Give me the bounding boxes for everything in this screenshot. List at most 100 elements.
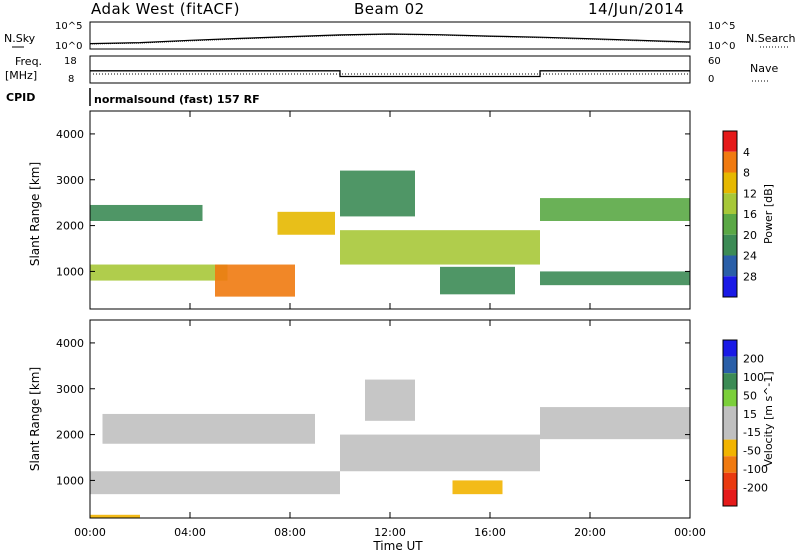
- velocity-panel: 1000 2000 3000 4000 Slant Range [km] 200 100…: [28, 319, 775, 519]
- colorbar-segment: [723, 193, 737, 214]
- noise-tick-bottom-right: 10^0: [708, 41, 735, 52]
- data-region: [90, 471, 340, 495]
- power-colorbar: 4 8 12 16 20 24 28: [722, 130, 757, 298]
- nave-tick-bottom: 0: [708, 74, 714, 85]
- colorbar-tick-label: 20: [743, 229, 757, 242]
- colorbar-segment: [723, 234, 737, 256]
- frequency-line: [90, 70, 690, 78]
- power-y-ticks: 1000 2000 3000 4000: [56, 128, 690, 278]
- colorbar-frame: [722, 130, 738, 298]
- date-title: 14/Jun/2014: [588, 0, 685, 18]
- colorbar-tick-label: -200: [743, 482, 768, 495]
- colorbar-tick-label: 15: [743, 408, 757, 421]
- velocity-ylabel: Slant Range [km]: [28, 367, 42, 471]
- y-tick-label: 1000: [56, 265, 84, 278]
- colorbar-segment: [723, 489, 737, 506]
- colorbar-segment: [723, 373, 737, 390]
- time-tick-label: 00:00: [74, 526, 106, 539]
- freq-label-line2: [MHz]: [5, 69, 37, 82]
- power-data-layer: [90, 170, 690, 297]
- time-axis-labels: 00:00 04:00 08:00 12:00 16:00 20:00 00:00: [74, 526, 706, 539]
- power-panel: 1000 2000 3000 4000 Slant Range [km] 4 8 12 16…: [28, 110, 775, 310]
- colorbar-segment: [723, 214, 737, 235]
- power-ylabel: Slant Range [km]: [28, 162, 42, 266]
- colorbar-tick-label: 4: [743, 146, 750, 159]
- data-region: [215, 264, 295, 297]
- noise-tick-bottom-left: 10^0: [55, 41, 82, 52]
- xlabel: Time UT: [372, 539, 423, 553]
- data-region: [90, 264, 228, 281]
- velocity-x-ticks: [89, 320, 691, 518]
- colorbar-segment: [723, 356, 737, 374]
- time-tick-label: 00:00: [674, 526, 706, 539]
- data-region: [90, 204, 203, 221]
- noise-tick-top-left: 10^5: [55, 21, 82, 32]
- cpid-value: normalsound (fast) 157 RF: [94, 93, 260, 106]
- colorbar-tick-label: 50: [743, 389, 757, 402]
- time-tick-label: 16:00: [474, 526, 506, 539]
- colorbar-tick-label: 100: [743, 371, 764, 384]
- data-region: [340, 170, 415, 217]
- colorbar-segment: [723, 439, 737, 457]
- nsky-label: N.Sky: [4, 32, 36, 45]
- data-region: [540, 198, 690, 221]
- frequency-panel: Freq. [MHz] 18 8 60 0 Nave: [5, 55, 778, 85]
- time-tick-label: 04:00: [174, 526, 206, 539]
- velocity-y-ticks: 1000 2000 3000 4000: [56, 337, 690, 487]
- data-region: [540, 271, 690, 286]
- time-tick-label: 20:00: [574, 526, 606, 539]
- data-region: [540, 407, 690, 440]
- nave-tick-top: 60: [708, 56, 721, 67]
- colorbar-tick-label: 8: [743, 167, 750, 180]
- colorbar-frame: [722, 339, 738, 507]
- beam-title: Beam 02: [354, 0, 425, 18]
- colorbar-segment: [723, 340, 737, 357]
- freq-tick-bottom: 8: [68, 74, 74, 85]
- noise-search-line: [89, 34, 691, 45]
- velocity-colorbar: 200 100 50 15 -15 -50 -100 -200: [722, 339, 768, 507]
- data-region: [365, 379, 415, 421]
- data-region: [452, 480, 503, 495]
- y-tick-label: 3000: [56, 174, 84, 187]
- colorbar-segment: [723, 406, 737, 423]
- colorbar-tick-label: 24: [743, 250, 757, 263]
- power-cbar-label: Power [dB]: [762, 184, 775, 244]
- colorbar-segment: [723, 423, 737, 440]
- y-tick-label: 4000: [56, 337, 84, 350]
- time-tick-label: 08:00: [274, 526, 306, 539]
- y-tick-label: 4000: [56, 128, 84, 141]
- freq-tick-top: 18: [64, 56, 77, 67]
- colorbar-tick-label: 16: [743, 208, 757, 221]
- noise-sky-line: [89, 33, 691, 45]
- data-region: [90, 514, 140, 518]
- y-tick-label: 2000: [56, 429, 84, 442]
- data-region: [277, 211, 335, 235]
- colorbar-tick-label: -50: [743, 445, 761, 458]
- station-title: Adak West (fitACF): [91, 0, 240, 18]
- data-region: [340, 434, 540, 472]
- colorbar-segment: [723, 456, 737, 473]
- frequency-panel-frame: [89, 55, 691, 84]
- velocity-cbar-label: Velocity [m s^-1]: [762, 371, 775, 466]
- colorbar-segment: [723, 151, 737, 173]
- colorbar-segment: [723, 131, 737, 152]
- y-tick-label: 2000: [56, 220, 84, 233]
- colorbar-tick-label: -100: [743, 463, 768, 476]
- colorbar-segment: [723, 276, 737, 297]
- time-tick-label: 12:00: [374, 526, 406, 539]
- colorbar-segment: [723, 255, 737, 277]
- colorbar-tick-label: 28: [743, 270, 757, 283]
- velocity-data-layer: [90, 379, 690, 518]
- power-x-ticks: [89, 111, 691, 309]
- noise-panel: N.Sky 10^5 10^0 10^5 10^0 N.Search: [4, 21, 796, 52]
- colorbar-segment: [723, 172, 737, 194]
- y-tick-label: 3000: [56, 383, 84, 396]
- data-region: [440, 266, 515, 295]
- noise-panel-frame: [89, 21, 691, 50]
- colorbar-tick-label: 200: [743, 352, 764, 365]
- data-region: [102, 413, 315, 444]
- y-tick-label: 1000: [56, 474, 84, 487]
- colorbar-tick-label: -15: [743, 426, 761, 439]
- colorbar-segment: [723, 389, 737, 407]
